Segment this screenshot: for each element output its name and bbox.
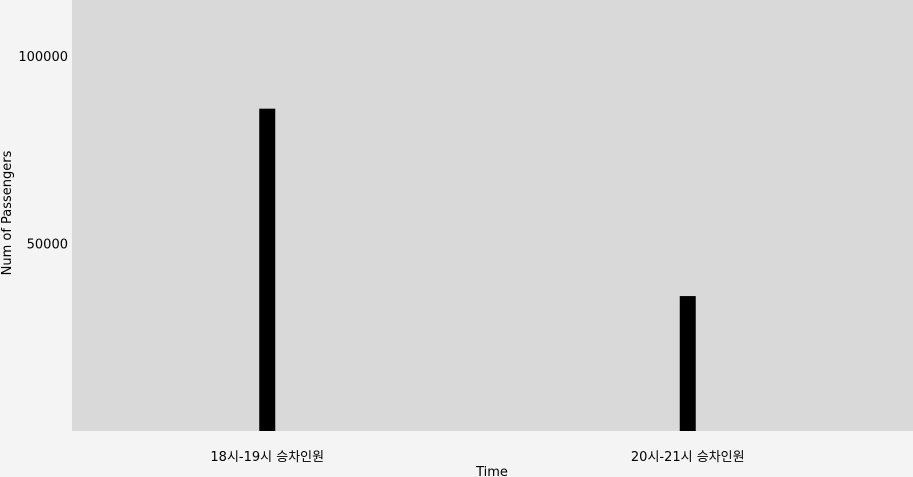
x-tick-label: 20시-21시 승차인원	[631, 450, 745, 465]
y-tick-label: 100000	[18, 50, 68, 65]
y-axis-title: Num of Passengers	[0, 150, 15, 275]
bar	[679, 296, 696, 431]
bars-group	[259, 108, 696, 432]
bar	[259, 108, 276, 432]
y-tick-labels: 50000 100000	[18, 50, 68, 252]
x-tick-labels: 18시-19시 승차인원 20시-21시 승차인원	[210, 450, 744, 465]
y-tick-label: 50000	[27, 238, 68, 253]
x-tick-label: 18시-19시 승차인원	[210, 450, 324, 465]
plot-area	[72, 0, 913, 431]
x-axis-title: Time	[475, 465, 508, 477]
